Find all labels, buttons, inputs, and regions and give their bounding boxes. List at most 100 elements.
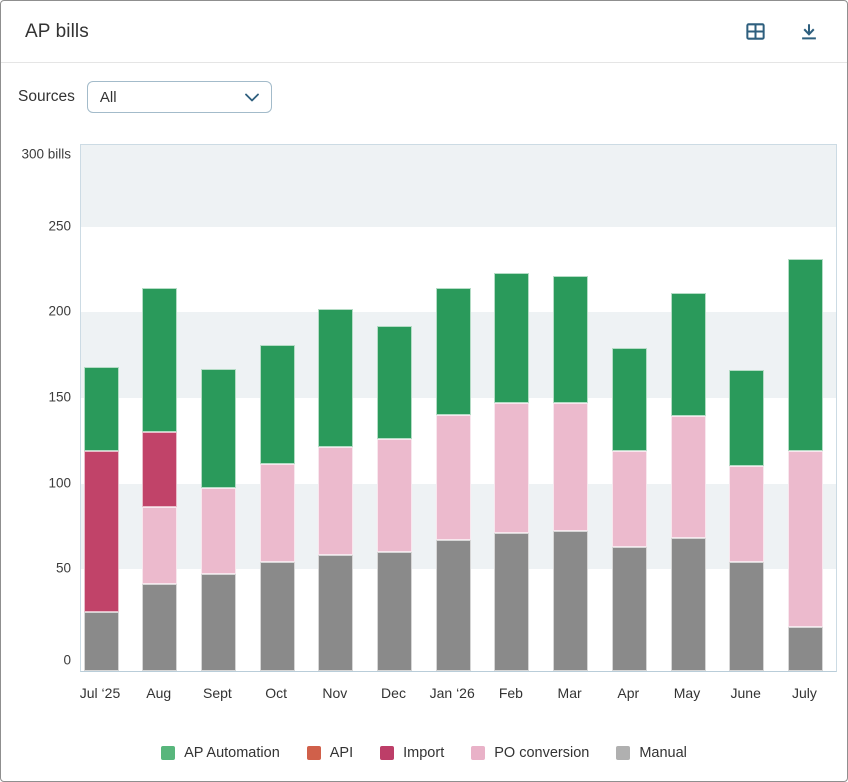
controls-row: Sources All	[1, 63, 847, 131]
legend-label: Manual	[639, 745, 687, 761]
x-axis-label: Nov	[322, 685, 348, 701]
bar-segment-ap-automation[interactable]	[670, 293, 706, 417]
download-button[interactable]	[797, 20, 821, 44]
bar-dec[interactable]	[377, 325, 412, 671]
bar-segment-manual[interactable]	[377, 551, 412, 671]
bar-segment-po-conversion[interactable]	[787, 450, 823, 628]
bar-sept[interactable]	[200, 368, 236, 671]
x-axis: Jul ‘25 Aug Sept Oct Nov Dec Jan ‘26 Feb Mar Apr M…	[80, 685, 837, 705]
table-icon	[744, 20, 767, 43]
bar-apr[interactable]	[611, 347, 647, 671]
x-axis-label: Sept	[202, 685, 232, 701]
legend-item-import[interactable]: Import	[380, 745, 444, 761]
bar-segment-po-conversion[interactable]	[435, 414, 471, 540]
legend-label: AP Automation	[184, 745, 280, 761]
bar-segment-manual[interactable]	[142, 584, 178, 671]
card-header: AP bills	[1, 1, 847, 63]
bar-mar[interactable]	[553, 275, 589, 671]
x-axis-label: Apr	[617, 685, 640, 701]
bar-segment-manual[interactable]	[787, 627, 823, 671]
bar-segment-manual[interactable]	[611, 546, 647, 671]
bar-jan-26[interactable]	[435, 287, 471, 671]
bar-june[interactable]	[729, 370, 765, 671]
legend-label: API	[329, 745, 354, 761]
bar-segment-manual[interactable]	[670, 538, 706, 671]
bar-segment-po-conversion[interactable]	[729, 466, 765, 563]
bar-segment-import[interactable]	[83, 450, 119, 612]
bar-segment-ap-automation[interactable]	[318, 308, 354, 448]
bar-segment-po-conversion[interactable]	[318, 447, 354, 556]
x-axis-label: Jan ‘26	[429, 685, 475, 701]
bar-segment-ap-automation[interactable]	[259, 344, 295, 465]
bar-feb[interactable]	[494, 272, 530, 671]
x-axis-label: May	[673, 685, 701, 701]
legend-swatch	[471, 746, 486, 760]
download-icon	[798, 21, 820, 43]
x-axis-label: June	[730, 685, 761, 701]
sources-label: Sources	[18, 88, 75, 105]
bar-segment-manual[interactable]	[435, 539, 471, 671]
legend-item-api[interactable]: API	[306, 745, 354, 761]
legend-label: PO conversion	[494, 745, 590, 761]
legend-swatch	[616, 746, 631, 760]
bar-oct[interactable]	[259, 344, 295, 671]
bar-segment-ap-automation[interactable]	[494, 272, 530, 403]
x-axis-label: Feb	[498, 685, 523, 701]
x-axis-label: Mar	[557, 685, 582, 701]
bar-segment-ap-automation[interactable]	[435, 287, 471, 415]
table-view-button[interactable]	[743, 20, 767, 44]
y-axis-label: 150	[48, 389, 71, 405]
bar-nov[interactable]	[318, 308, 354, 671]
bar-segment-import[interactable]	[142, 431, 178, 508]
bar-segment-po-conversion[interactable]	[553, 402, 589, 532]
legend-label: Import	[403, 745, 445, 761]
bar-segment-ap-automation[interactable]	[729, 370, 765, 467]
bar-jul-25[interactable]	[83, 366, 119, 671]
y-axis-label: 250	[48, 218, 71, 233]
bar-segment-ap-automation[interactable]	[142, 287, 178, 432]
bar-segment-ap-automation[interactable]	[200, 368, 236, 489]
sources-select[interactable]: All	[86, 81, 272, 113]
bar-segment-ap-automation[interactable]	[787, 258, 823, 451]
sources-select-value: All	[99, 88, 117, 106]
legend-item-po-conversion[interactable]: PO conversion	[471, 745, 589, 761]
bar-may[interactable]	[670, 293, 706, 671]
bar-segment-po-conversion[interactable]	[377, 438, 412, 552]
bar-segment-po-conversion[interactable]	[670, 416, 706, 539]
bar-segment-ap-automation[interactable]	[553, 275, 589, 403]
bar-segment-ap-automation[interactable]	[83, 366, 119, 451]
x-axis-label: Oct	[265, 685, 287, 701]
chart-plot-area	[80, 144, 837, 672]
legend-swatch	[306, 746, 321, 760]
bar-segment-manual[interactable]	[494, 533, 530, 671]
legend-item-manual[interactable]: Manual	[616, 745, 687, 761]
bar-segment-manual[interactable]	[729, 562, 765, 671]
y-axis-label: 300 bills	[21, 146, 71, 162]
legend-swatch	[380, 746, 395, 760]
bar-segment-ap-automation[interactable]	[377, 325, 412, 439]
bar-segment-manual[interactable]	[83, 611, 119, 671]
bar-aug[interactable]	[142, 287, 178, 671]
bar-segment-po-conversion[interactable]	[611, 450, 647, 547]
bar-segment-po-conversion[interactable]	[259, 464, 295, 563]
legend-item-ap-automation[interactable]: AP Automation	[161, 745, 280, 761]
y-axis-label: 0	[63, 652, 71, 668]
bar-segment-po-conversion[interactable]	[142, 507, 178, 585]
x-axis-label: Dec	[381, 685, 406, 701]
bar-segment-manual[interactable]	[553, 531, 589, 671]
y-axis: 300 bills 250 200 150 100 50 0	[1, 144, 80, 672]
bar-segment-po-conversion[interactable]	[200, 488, 236, 575]
chart-legend: AP Automation API Import PO conversion Manua…	[1, 741, 847, 765]
x-axis-label: July	[791, 685, 817, 701]
bar-segment-manual[interactable]	[200, 574, 236, 671]
bar-segment-ap-automation[interactable]	[611, 347, 647, 451]
chevron-down-icon	[244, 93, 259, 102]
y-axis-label: 100	[48, 475, 71, 491]
bar-july[interactable]	[787, 258, 823, 671]
bar-segment-manual[interactable]	[259, 562, 295, 671]
x-axis-label: Aug	[146, 685, 172, 701]
bar-segment-manual[interactable]	[318, 555, 354, 671]
bar-segment-po-conversion[interactable]	[494, 402, 530, 534]
legend-swatch	[161, 746, 176, 760]
